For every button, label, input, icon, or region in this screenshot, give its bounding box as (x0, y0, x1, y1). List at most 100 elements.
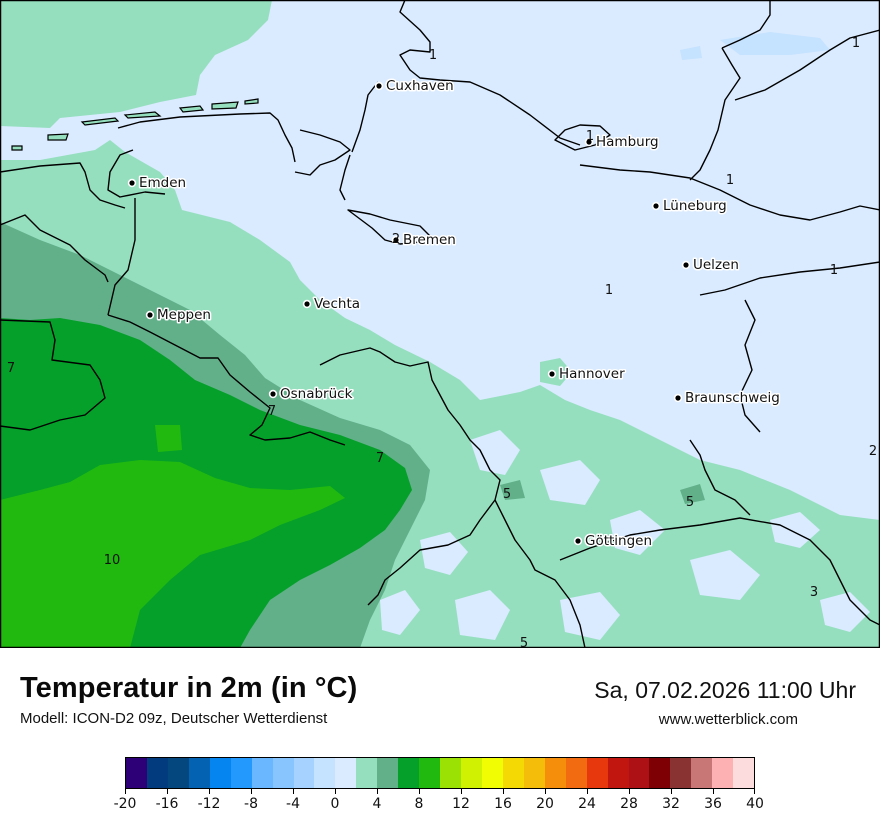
colorbar-tick (587, 789, 588, 794)
city-dot (129, 180, 135, 186)
city-dot (675, 395, 681, 401)
contour-labels: 1 1 1 1 2 1 1 7 7 7 2 5 5 10 3 5 (7, 36, 877, 648)
colorbar-tick-label: 36 (704, 796, 722, 812)
colorbar-segment (544, 758, 566, 788)
city-label: Uelzen (693, 257, 739, 273)
colorbar-segment (335, 758, 357, 788)
colorbar-segment (481, 758, 503, 788)
colorbar-tick-label: 16 (494, 796, 512, 812)
colorbar-segment (461, 758, 482, 788)
colorbar-segment (649, 758, 671, 788)
colorbar-tick-label: -8 (244, 796, 258, 812)
temp-zone-8-10c (0, 425, 345, 648)
colorbar-tick (125, 789, 126, 794)
frisian-islands (11, 98, 259, 151)
colorbar-segment (691, 758, 713, 788)
colorbar-tick (545, 789, 546, 794)
contour-label: 2 (392, 232, 400, 247)
contour-label: 1 (586, 129, 594, 144)
colorbar-tick-label: -12 (197, 796, 221, 812)
contour-label: 1 (605, 283, 613, 298)
colorbar-segment (733, 758, 755, 788)
city-label: Emden (139, 175, 186, 191)
colorbar (125, 757, 755, 789)
colorbar-segment (314, 758, 336, 788)
colorbar-segment (272, 758, 294, 788)
colorbar-segment (209, 758, 231, 788)
colorbar-segment (167, 758, 189, 788)
contour-label: 5 (686, 495, 694, 510)
colorbar-segment (126, 758, 147, 788)
contour-label: 1 (429, 48, 437, 63)
contour-label: 1 (726, 173, 734, 188)
city-label: Braunschweig (685, 390, 780, 406)
colorbar-segment (502, 758, 524, 788)
colorbar-tick-label: 20 (536, 796, 554, 812)
colorbar-tick-label: 24 (578, 796, 596, 812)
city-dot (147, 312, 153, 318)
colorbar-tick (629, 789, 630, 794)
temp-zone-minus2-0c (680, 32, 830, 60)
city-dot (586, 139, 592, 145)
colorbar-tick-label: 28 (620, 796, 638, 812)
colorbar-tick (167, 789, 168, 794)
temperature-map: Cuxhaven Hamburg Emden Lüneburg Bremen Uelzen… (0, 0, 880, 648)
contour-label: 5 (503, 487, 511, 502)
colorbar-segment (293, 758, 315, 788)
colorbar-tick (754, 789, 755, 794)
colorbar-segment (670, 758, 692, 788)
city-dot (270, 391, 276, 397)
contour-label: 1 (830, 263, 838, 278)
temp-zone-0-2c-patches (380, 430, 870, 640)
colorbar-tick-label: 4 (372, 796, 382, 812)
city-dot (549, 371, 555, 377)
city-dot (653, 203, 659, 209)
colorbar-tick (293, 789, 294, 794)
page-title: Temperatur in 2m (in °C) (20, 672, 358, 704)
website-link[interactable]: www.wetterblick.com (658, 711, 798, 728)
colorbar-segment (607, 758, 629, 788)
colorbar-tick (335, 789, 336, 794)
colorbar-segment (188, 758, 210, 788)
colorbar-tick (503, 789, 504, 794)
colorbar-segment (712, 758, 734, 788)
colorbar-segment (377, 758, 399, 788)
city-dot (304, 301, 310, 307)
colorbar-segment (565, 758, 587, 788)
colorbar-segment (419, 758, 441, 788)
colorbar-tick (419, 789, 420, 794)
contour-label: 2 (869, 444, 877, 459)
contour-label: 7 (376, 451, 384, 466)
colorbar-ticks: -20 -16 -12 -8 -4 0 4 8 12 16 20 24 28 32 36 40 (114, 789, 764, 819)
city-markers: Cuxhaven Hamburg Emden Lüneburg Bremen Uelzen… (127, 77, 781, 551)
colorbar-tick-label: -20 (113, 796, 137, 812)
city-label: Meppen (157, 307, 211, 323)
colorbar-tick-label: 32 (662, 796, 680, 812)
contour-label: 7 (7, 361, 15, 376)
colorbar-tick-label: 12 (452, 796, 470, 812)
colorbar-segment (586, 758, 608, 788)
contour-label: 10 (104, 553, 121, 568)
city-label: Bremen (403, 232, 456, 248)
colorbar-tick-label: 40 (746, 796, 764, 812)
contour-label: 1 (852, 36, 860, 51)
colorbar-segment (523, 758, 545, 788)
city-label: Vechta (314, 296, 360, 312)
city-dot (683, 262, 689, 268)
city-label: Hannover (559, 366, 625, 382)
model-subtitle: Modell: ICON-D2 09z, Deutscher Wetterdie… (20, 710, 328, 727)
contour-label: 3 (810, 585, 818, 600)
city-label: Cuxhaven (386, 78, 454, 94)
colorbar-tick-label: 8 (414, 796, 424, 812)
city-dot (393, 237, 399, 243)
city-label: Hamburg (596, 134, 659, 150)
colorbar-segment (628, 758, 650, 788)
colorbar-tick-label: -16 (155, 796, 179, 812)
city-label: Lüneburg (663, 198, 727, 214)
colorbar-tick (461, 789, 462, 794)
city-dot (376, 83, 382, 89)
colorbar-segment (440, 758, 461, 788)
city-dot (575, 538, 581, 544)
city-label: Göttingen (585, 533, 652, 549)
colorbar-tick (209, 789, 210, 794)
